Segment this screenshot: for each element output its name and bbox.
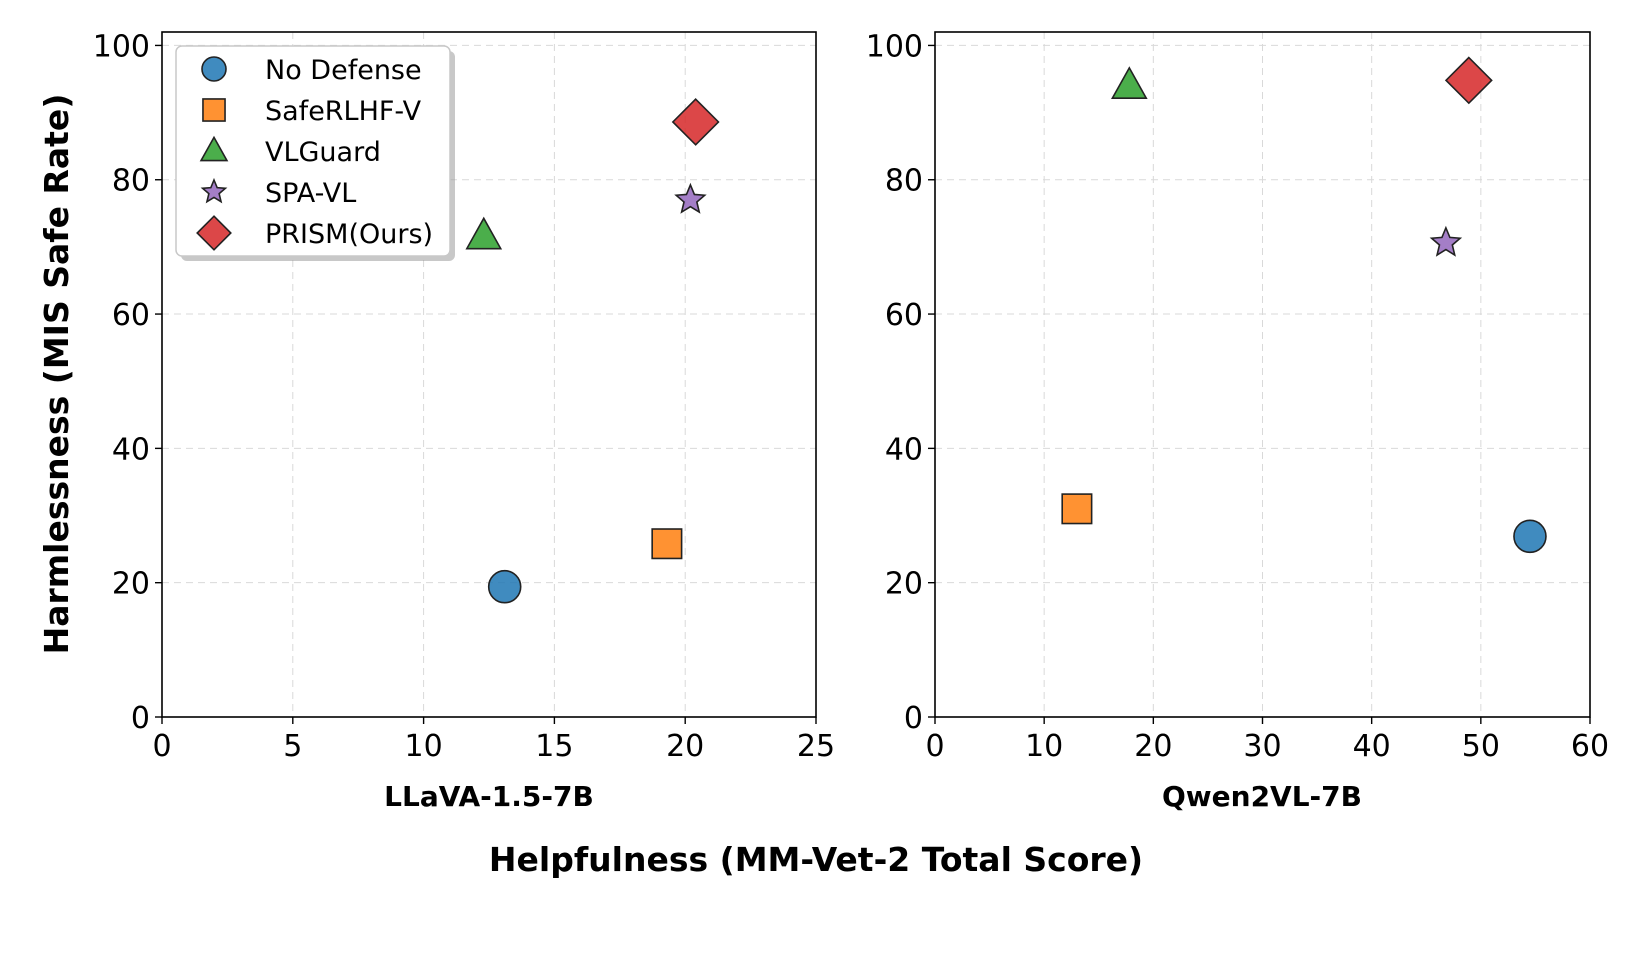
y-tick-label: 40: [885, 432, 923, 467]
x-tick-label: 50: [1462, 729, 1500, 764]
legend-box: [175, 45, 451, 257]
x-tick-label: 20: [666, 729, 704, 764]
data-point-saferlhf-v: [651, 528, 683, 560]
legend-label-vlguard: VLGuard: [265, 137, 381, 168]
x-tick-label: 30: [1243, 729, 1281, 764]
data-markers: [465, 98, 720, 604]
y-tick-label: 0: [131, 701, 150, 736]
x-axis-title: Helpfulness (MM-Vet-2 Total Score): [489, 840, 1143, 879]
x-tick-label: 40: [1353, 729, 1391, 764]
data-point-no-defense: [1513, 519, 1547, 554]
legend-label-spa-vl: SPA-VL: [265, 178, 356, 209]
data-point-no-defense: [487, 569, 522, 604]
legend-marker-spa-vl: [200, 177, 228, 204]
data-point-prism-ours: [1444, 56, 1493, 105]
y-tick-label: 60: [885, 298, 923, 333]
plot-panel-qwen: 0 10 20 30 40 50 60 0 20 40 60 80 100 Qwen2VL-7B: [866, 29, 1609, 813]
data-markers: [1061, 56, 1547, 554]
legend-label-prism-ours: PRISM(Ours): [265, 219, 433, 250]
y-tick-label: 40: [112, 432, 150, 467]
legend-marker-saferlhf-v: [202, 98, 226, 122]
axis-ticks: 0 5 10 15 20 25 0 20 40 60 80 100: [93, 29, 835, 764]
x-tick-label: 5: [283, 729, 302, 764]
plot-frame: [161, 31, 817, 718]
y-tick-label: 100: [93, 29, 150, 64]
legend-label-no-defense: No Defense: [265, 55, 422, 86]
y-tick-label: 60: [112, 298, 150, 333]
x-tick-label: 0: [152, 729, 171, 764]
legend-label-saferlhf-v: SafeRLHF-V: [265, 96, 422, 127]
x-tick-label: 25: [797, 729, 835, 764]
gridlines: [935, 32, 1590, 717]
panel-xlabel-llava: LLaVA-1.5-7B: [384, 780, 594, 813]
legend-marker-no-defense: [201, 56, 227, 82]
axis-ticks: 0 10 20 30 40 50 60 0 20 40 60 80 100: [866, 29, 1609, 764]
y-tick-label: 0: [904, 701, 923, 736]
y-tick-label: 80: [112, 164, 150, 199]
legend-marker-prism-ours: [196, 215, 232, 251]
legend: No Defense SafeRLHF-V VLGuard SPA-VL PRISM(O…: [175, 45, 455, 261]
x-tick-label: 20: [1134, 729, 1172, 764]
y-tick-label: 20: [885, 567, 923, 602]
x-tick-label: 0: [925, 729, 944, 764]
x-tick-label: 15: [535, 729, 573, 764]
data-point-prism-ours: [671, 98, 720, 146]
x-tick-label: 60: [1571, 729, 1609, 764]
y-axis-title: Harmlessness (MIS Safe Rate): [37, 94, 76, 655]
x-tick-label: 10: [405, 729, 443, 764]
y-tick-label: 20: [112, 567, 150, 602]
panel-xlabel-qwen: Qwen2VL-7B: [1162, 780, 1362, 813]
y-tick-label: 80: [885, 164, 923, 199]
x-tick-label: 10: [1025, 729, 1063, 764]
data-point-vlguard: [465, 216, 503, 250]
data-point-spa-vl: [674, 182, 707, 214]
data-point-vlguard: [1110, 66, 1148, 100]
legend-marker-vlguard: [199, 135, 229, 162]
legend-items: No Defense SafeRLHF-V VLGuard SPA-VL PRISM(O…: [196, 55, 433, 251]
y-tick-label: 100: [866, 29, 923, 64]
data-point-spa-vl: [1429, 225, 1463, 257]
data-point-saferlhf-v: [1061, 493, 1093, 525]
